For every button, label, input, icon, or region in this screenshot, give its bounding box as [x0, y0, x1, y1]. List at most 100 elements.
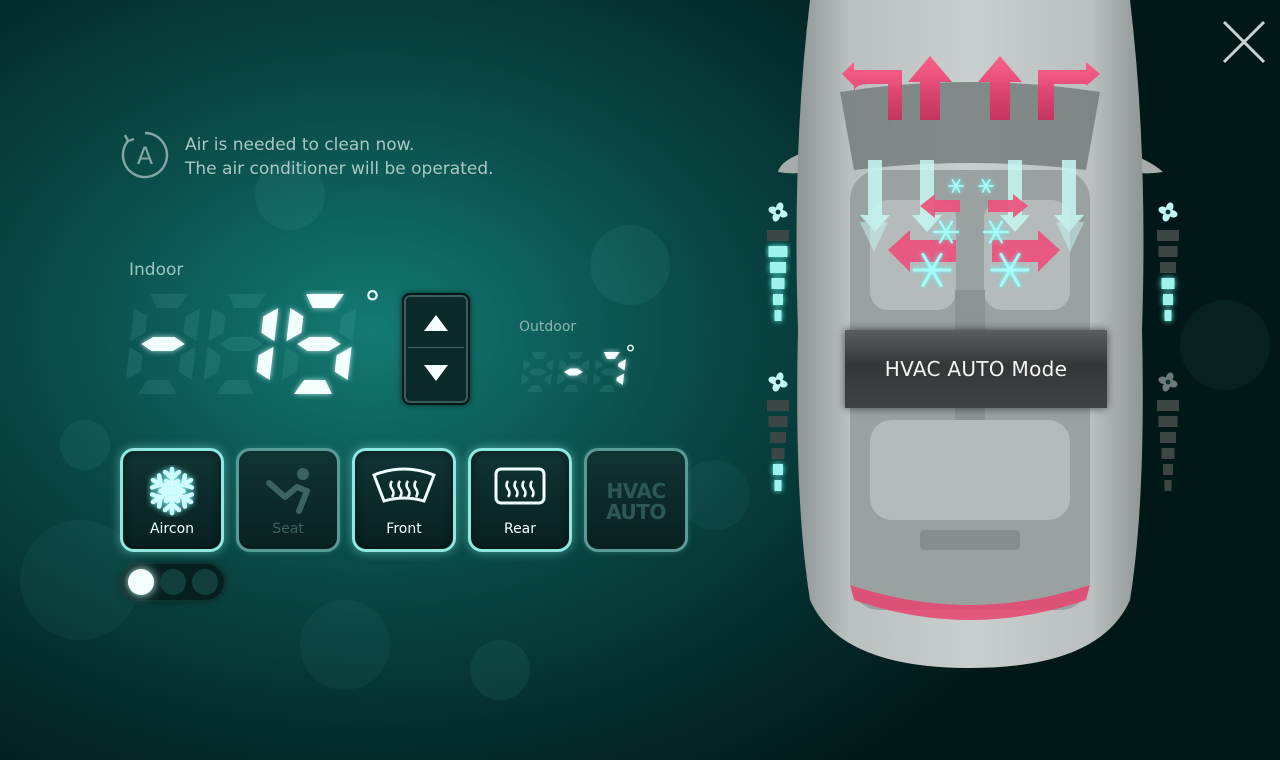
indoor-degree-unit: °: [364, 284, 381, 324]
indoor-digit-segment: [261, 308, 279, 342]
fan-level-bar: [1164, 480, 1172, 491]
outdoor-digit-segment: [558, 359, 567, 371]
outdoor-digit-segment: [582, 359, 590, 371]
fan-level-bar: [1158, 416, 1178, 427]
fan-level-bar: [1164, 310, 1172, 321]
fan-level-bar: [774, 310, 782, 321]
outdoor-label: Outdoor: [519, 319, 577, 335]
fan-level-bar: [1163, 464, 1173, 475]
bokeh-light: [60, 420, 110, 470]
outdoor-digit-segment: [528, 368, 547, 376]
close-button[interactable]: [1222, 20, 1266, 64]
indoor-digit-segment: [203, 346, 221, 380]
indoor-digit-segment: [306, 294, 344, 308]
fan-level-bar: [773, 294, 783, 305]
page-dot[interactable]: [160, 569, 186, 595]
indoor-digit-segment: [281, 346, 299, 380]
bokeh-light: [590, 225, 670, 305]
outdoor-digit-segment: [546, 359, 554, 371]
front-defrost-icon: [372, 467, 436, 503]
bokeh-light: [680, 460, 750, 530]
outdoor-digit-segment: [527, 385, 543, 392]
fan-icon: [1158, 372, 1178, 392]
car-top-view: [770, 0, 1200, 704]
outdoor-digit-segment: [567, 352, 584, 359]
fan-level-rear-right: [1155, 370, 1181, 506]
outdoor-digit-segment: [564, 368, 583, 376]
fan-level-bar: [768, 246, 788, 257]
outdoor-temperature-display: [516, 348, 632, 402]
aircon-button[interactable]: Aircon: [120, 448, 224, 552]
outdoor-digit-segment: [592, 373, 601, 385]
indoor-digit-segment: [256, 346, 274, 380]
indoor-digit-segment: [294, 380, 332, 394]
bokeh-light: [255, 160, 325, 230]
snowflake-icon: [146, 466, 198, 517]
indoor-digit-segment: [130, 308, 148, 342]
seat-label: Seat: [272, 521, 304, 537]
indoor-digit-segment: [138, 380, 176, 394]
indoor-digit-segment: [125, 346, 143, 380]
outdoor-digit-segment: [600, 368, 619, 376]
fan-level-front-left: [765, 200, 791, 336]
outdoor-digit-segment: [618, 359, 626, 371]
fan-level-bar: [1157, 230, 1179, 241]
fan-level-bar: [767, 230, 789, 241]
fan-level-bar: [1160, 262, 1176, 273]
fan-level-rear-left: [765, 370, 791, 506]
hvac-auto-label-line2: AUTO: [606, 500, 666, 524]
rear-label: Rear: [503, 521, 537, 537]
page-dot[interactable]: [128, 569, 154, 595]
indoor-digit-segment: [339, 308, 357, 342]
temperature-stepper[interactable]: [402, 293, 470, 405]
auto-a-icon: A: [120, 130, 170, 180]
indoor-digit-segment: [219, 337, 263, 351]
fan-icon: [768, 202, 788, 222]
indoor-digit-segment: [150, 294, 188, 308]
bokeh-light: [300, 600, 390, 690]
fan-level-bar: [1158, 246, 1178, 257]
outdoor-degree-unit: °: [625, 342, 636, 367]
fan-icon: [768, 372, 788, 392]
fan-level-bar: [767, 400, 789, 411]
indoor-digit-segment: [183, 308, 201, 342]
indoor-digit-segment: [141, 337, 185, 351]
fan-level-bar: [1160, 432, 1176, 443]
fan-level-bar: [771, 448, 785, 459]
hvac-auto-button[interactable]: HVAC AUTO: [584, 448, 688, 552]
indoor-digit-segment: [228, 294, 266, 308]
close-icon: [1222, 20, 1266, 64]
fan-level-bar: [1163, 294, 1173, 305]
fan-level-bar: [1161, 448, 1175, 459]
indoor-label: Indoor: [129, 260, 184, 280]
fan-level-bar: [770, 432, 786, 443]
fan-level-bar: [1157, 400, 1179, 411]
indoor-digit-segment: [178, 346, 196, 380]
outdoor-digit-segment: [594, 359, 603, 371]
hvac-mode-banner: HVAC AUTO Mode: [845, 330, 1107, 408]
fan-level-bar: [768, 416, 788, 427]
page-indicator[interactable]: [122, 564, 224, 600]
rear-defrost-button[interactable]: Rear: [468, 448, 572, 552]
indoor-temperature-display: [120, 290, 370, 406]
fan-level-bar: [774, 480, 782, 491]
notice-line-1: Air is needed to clean now.: [185, 135, 415, 155]
outdoor-digit-segment: [522, 359, 531, 371]
temperature-down-button[interactable]: [408, 349, 464, 397]
temperature-up-button[interactable]: [408, 299, 464, 348]
front-label: Front: [386, 521, 422, 537]
outdoor-digit-segment: [544, 373, 553, 385]
bokeh-light: [1180, 300, 1270, 390]
page-dot[interactable]: [192, 569, 218, 595]
indoor-digit-segment: [208, 308, 226, 342]
air-clean-notice: A Air is needed to clean now. The air co…: [120, 130, 494, 181]
notice-line-2: The air conditioner will be operated.: [185, 159, 494, 179]
seat-button[interactable]: Seat: [236, 448, 340, 552]
outdoor-digit-segment: [616, 373, 625, 385]
fan-level-bar: [771, 278, 785, 289]
front-defrost-button[interactable]: Front: [352, 448, 456, 552]
fan-level-front-right: [1155, 200, 1181, 336]
indoor-digit-segment: [297, 337, 341, 351]
svg-text:A: A: [137, 142, 154, 170]
rear-defrost-icon: [494, 467, 546, 505]
